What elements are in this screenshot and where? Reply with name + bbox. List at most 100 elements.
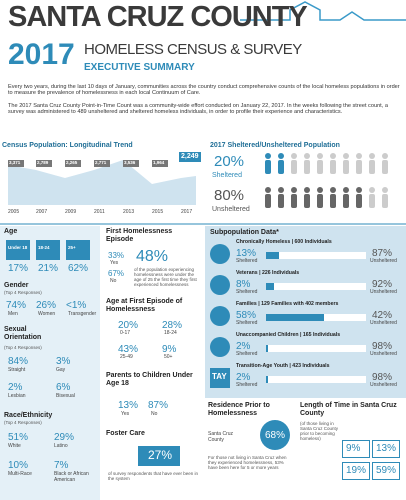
section-title: 2017 Sheltered/Unsheltered Population (210, 142, 340, 149)
left-panel (0, 226, 100, 500)
note: (of those living in Santa Cruz County pr… (300, 421, 339, 441)
person-icon (343, 187, 349, 208)
section-title: Parents to Children Under Age 18 (106, 372, 193, 387)
count-box (179, 152, 201, 162)
label: Men (8, 311, 18, 317)
percent: 33% (108, 251, 125, 260)
person-icon (330, 187, 336, 208)
percent: 13% (376, 443, 397, 454)
count-box (8, 160, 24, 167)
note: (Top 4 Responses) (4, 345, 42, 350)
label: Sheltered (212, 172, 242, 179)
count-box (152, 160, 168, 167)
trend-area (8, 160, 196, 205)
description: of the population experiencing homelessn… (134, 267, 197, 287)
icon-label: TAY (212, 372, 227, 381)
label: Straight (8, 367, 26, 373)
label: Yes (121, 411, 130, 417)
residence-circle (260, 420, 290, 450)
description: For those not living in Santa Cruz when … (208, 455, 287, 470)
count-label: 3,371 (9, 160, 21, 165)
age-icon-label: 25+ (68, 245, 76, 250)
percent: 98% (372, 372, 393, 383)
label: Yes (110, 260, 119, 266)
age-icon (36, 240, 60, 260)
bar-track (266, 283, 366, 290)
section-title: Subpopulation Data* (210, 229, 279, 236)
sub-icon (210, 368, 230, 388)
person-icon (356, 153, 362, 174)
note: (Top 4 Responses) (4, 420, 42, 425)
section-title: Residence Prior to Homelessness (208, 402, 270, 417)
label: Unsheltered (212, 206, 250, 213)
row-title: Chronically Homeless | 600 Individuals (236, 239, 332, 245)
section-title: Sexual Orientation (4, 326, 42, 341)
age-icon (6, 240, 30, 260)
percent: 29% (54, 432, 75, 443)
label: Sheltered (236, 351, 258, 357)
count-label: 2,265 (66, 160, 78, 165)
count-label: 2,771 (95, 160, 107, 165)
percent: 8% (236, 279, 251, 290)
percent: 74% (6, 300, 27, 311)
percent: 27% (148, 448, 173, 462)
foster-box (138, 446, 180, 466)
label: Lesbian (8, 393, 26, 399)
sub-icon (210, 275, 230, 295)
person-icon (382, 187, 388, 208)
bar-fill (266, 376, 268, 383)
label: Santa Cruz County (208, 431, 234, 443)
label: Gay (56, 367, 66, 373)
percent: 58% (236, 310, 257, 321)
row-title: Unaccompanied Children | 165 Individuals (236, 332, 341, 338)
note: (Top 4 Responses) (4, 290, 42, 295)
label: Sheltered (236, 382, 258, 388)
label: Transgender (68, 311, 97, 317)
percent: 17% (8, 263, 29, 274)
people-icons (265, 153, 388, 208)
percent: 3% (56, 356, 71, 367)
person-icon (291, 153, 297, 174)
section-title: First Homelessness Episode (106, 228, 173, 243)
person-icon (304, 153, 310, 174)
person-icon (265, 153, 271, 174)
bar-track (266, 252, 366, 259)
label: Unsheltered (370, 351, 397, 357)
count-label: 2,789 (37, 160, 49, 165)
percent: 51% (8, 432, 29, 443)
age-icon-label: 18-24 (38, 245, 50, 250)
length-box (372, 462, 400, 480)
sub-icon (210, 306, 230, 326)
bar-fill (266, 314, 324, 321)
percent: 67% (108, 269, 125, 278)
percent: 87% (372, 248, 393, 259)
person-icon (343, 153, 349, 174)
person-icon (356, 187, 362, 208)
percent: 9% (346, 443, 361, 454)
label: Unsheltered (370, 382, 397, 388)
person-icon (278, 187, 284, 208)
label: 25-49 (120, 354, 133, 360)
house-line (240, 1, 406, 21)
count-label: 1,964 (153, 160, 165, 165)
percent: 48% (136, 248, 169, 265)
count-label: 2,249 (181, 153, 199, 160)
label: No (151, 411, 158, 417)
percent: 2% (236, 341, 251, 352)
year-label: 2011 (94, 209, 105, 215)
percent: 68% (265, 430, 286, 441)
count-label: 3,536 (124, 160, 136, 165)
label: 0-17 (120, 330, 131, 336)
year-label: 2005 (8, 209, 20, 215)
section-title: Length of Time in Santa Cruz County (300, 402, 397, 417)
section-title: Gender (4, 282, 29, 289)
person-icon (265, 187, 271, 208)
percent: 62% (68, 263, 89, 274)
person-icon (317, 187, 323, 208)
bar-track (266, 376, 366, 383)
percent: 42% (372, 310, 393, 321)
count-box (94, 160, 110, 167)
label: Sheltered (236, 258, 258, 264)
